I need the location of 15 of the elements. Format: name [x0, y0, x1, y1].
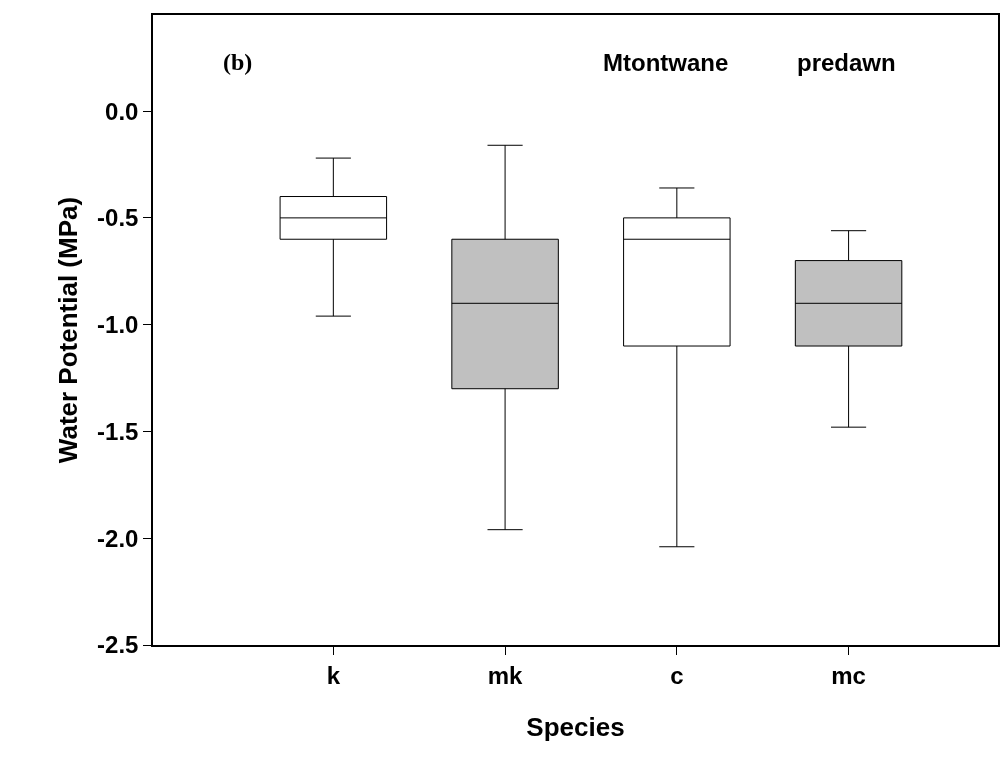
x-tick-label: mk — [487, 661, 524, 689]
y-tick-label: -1.0 — [97, 311, 139, 339]
annotation: Mtontwane — [603, 49, 729, 76]
x-tick-label: c — [670, 661, 684, 689]
x-axis-title: Species — [526, 711, 625, 742]
annotation: (b) — [223, 49, 253, 75]
x-tick-label: k — [326, 661, 341, 689]
y-tick-label: -1.5 — [97, 417, 139, 445]
annotation: predawn — [797, 49, 896, 76]
y-tick-label: -0.5 — [97, 204, 139, 232]
y-tick-label: -2.0 — [97, 524, 139, 552]
y-tick-label: 0.0 — [105, 97, 139, 125]
y-axis-title: Water Potential (MPa) — [52, 196, 83, 464]
y-tick-label: -2.5 — [97, 631, 139, 659]
x-tick-label: mc — [831, 661, 866, 689]
